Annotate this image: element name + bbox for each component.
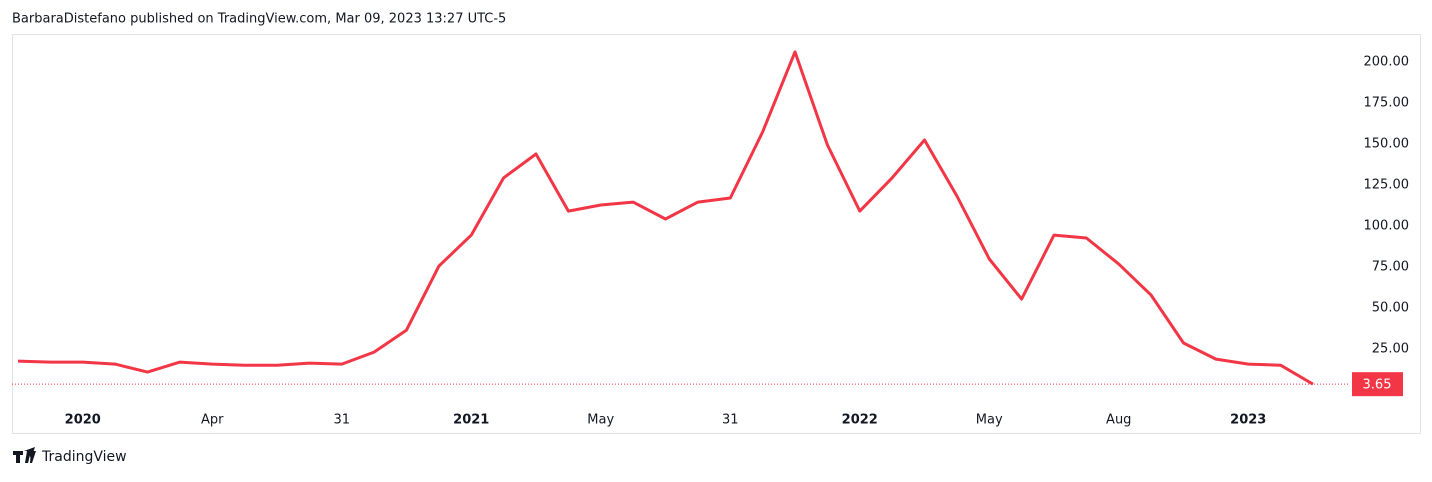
x-tick-label: Aug — [1106, 413, 1131, 428]
y-tick-label: 175.00 — [1364, 95, 1410, 110]
x-tick-label: 31 — [333, 413, 350, 428]
y-tick-label: 125.00 — [1364, 177, 1410, 192]
last-value-box — [1352, 372, 1403, 397]
x-tick-label: 2020 — [65, 413, 101, 428]
x-tick-label: 2021 — [453, 413, 489, 428]
line-series — [17, 50, 1314, 386]
y-tick-label: 200.00 — [1364, 54, 1410, 69]
chart-frame — [12, 34, 1421, 434]
x-tick-label: 31 — [722, 413, 739, 428]
x-tick-label: May — [976, 413, 1003, 428]
y-tick-label: 75.00 — [1372, 260, 1409, 275]
y-tick-label: 50.00 — [1372, 301, 1409, 316]
y-tick-label: 150.00 — [1364, 136, 1410, 151]
header-text: BarbaraDistefano published on TradingVie… — [12, 12, 506, 27]
brand-logo — [13, 447, 36, 463]
brand-name: TradingView — [41, 449, 127, 465]
x-tick-label: 2022 — [842, 413, 878, 428]
x-tick-label: 2023 — [1230, 413, 1266, 428]
y-tick-label: 25.00 — [1372, 342, 1409, 357]
last-value-label: 3.65 — [1363, 378, 1392, 393]
x-tick-label: Apr — [201, 413, 224, 428]
x-tick-label: May — [587, 413, 614, 428]
y-tick-label: 100.00 — [1364, 219, 1410, 234]
